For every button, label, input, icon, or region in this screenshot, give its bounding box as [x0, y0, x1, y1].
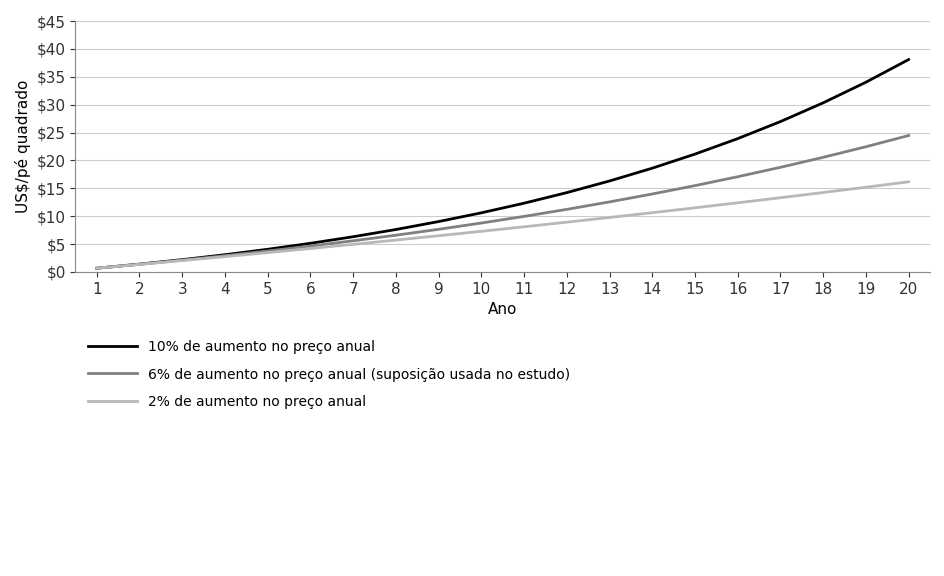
- 6% de aumento no preço anual (suposição usada no estudo): [261, 248, 273, 255]
- 10% de aumento no preço anual: [134, 261, 145, 268]
- 6% de aumento no preço anual (suposição usada no estudo): [902, 132, 914, 139]
- 6% de aumento no preço anual (suposição usada no estudo): [304, 242, 315, 249]
- X-axis label: Ano: Ano: [487, 302, 517, 317]
- 6% de aumento no preço anual (suposição usada no estudo): [390, 232, 401, 238]
- 6% de aumento no preço anual (suposição usada no estudo): [518, 213, 530, 220]
- 2% de aumento no preço anual: [732, 199, 743, 206]
- 10% de aumento no preço anual: [390, 226, 401, 233]
- 10% de aumento no preço anual: [219, 251, 230, 258]
- 10% de aumento no preço anual: [817, 100, 828, 107]
- 6% de aumento no preço anual (suposição usada no estudo): [732, 173, 743, 180]
- 2% de aumento no preço anual: [688, 204, 700, 211]
- 2% de aumento no preço anual: [432, 232, 444, 239]
- 10% de aumento no preço anual: [518, 200, 530, 207]
- 2% de aumento no preço anual: [219, 253, 230, 260]
- Line: 10% de aumento no preço anual: 10% de aumento no preço anual: [96, 59, 908, 268]
- 2% de aumento no preço anual: [817, 189, 828, 196]
- 10% de aumento no preço anual: [603, 177, 615, 184]
- Y-axis label: US$/pé quadrado: US$/pé quadrado: [15, 79, 31, 213]
- 10% de aumento no preço anual: [347, 233, 359, 240]
- 6% de aumento no preço anual (suposição usada no estudo): [347, 237, 359, 244]
- 6% de aumento no preço anual (suposição usada no estudo): [475, 219, 486, 226]
- 2% de aumento no preço anual: [177, 257, 188, 264]
- 10% de aumento no preço anual: [646, 165, 657, 172]
- 6% de aumento no preço anual (suposição usada no estudo): [91, 265, 102, 272]
- 2% de aumento no preço anual: [859, 184, 870, 191]
- 6% de aumento no preço anual (suposição usada no estudo): [688, 182, 700, 189]
- 10% de aumento no preço anual: [902, 56, 914, 63]
- 6% de aumento no preço anual (suposição usada no estudo): [177, 257, 188, 264]
- 2% de aumento no preço anual: [261, 249, 273, 256]
- Line: 6% de aumento no preço anual (suposição usada no estudo): 6% de aumento no preço anual (suposição …: [96, 135, 908, 268]
- 2% de aumento no preço anual: [518, 223, 530, 230]
- 10% de aumento no preço anual: [774, 118, 785, 125]
- 10% de aumento no preço anual: [475, 209, 486, 216]
- 10% de aumento no preço anual: [688, 151, 700, 158]
- 10% de aumento no preço anual: [177, 256, 188, 263]
- 6% de aumento no preço anual (suposição usada no estudo): [774, 164, 785, 170]
- 2% de aumento no preço anual: [304, 245, 315, 252]
- 6% de aumento no preço anual (suposição usada no estudo): [219, 252, 230, 259]
- 2% de aumento no preço anual: [603, 214, 615, 221]
- 6% de aumento no preço anual (suposição usada no estudo): [432, 226, 444, 233]
- 2% de aumento no preço anual: [561, 219, 572, 226]
- 6% de aumento no preço anual (suposição usada no estudo): [134, 261, 145, 268]
- 10% de aumento no preço anual: [261, 246, 273, 253]
- Line: 2% de aumento no preço anual: 2% de aumento no preço anual: [96, 182, 908, 268]
- 2% de aumento no preço anual: [91, 265, 102, 272]
- 10% de aumento no preço anual: [561, 189, 572, 196]
- 10% de aumento no preço anual: [859, 79, 870, 86]
- 2% de aumento no preço anual: [390, 237, 401, 244]
- 10% de aumento no preço anual: [91, 265, 102, 272]
- 10% de aumento no preço anual: [432, 218, 444, 225]
- 2% de aumento no preço anual: [902, 179, 914, 185]
- 6% de aumento no preço anual (suposição usada no estudo): [817, 154, 828, 161]
- 6% de aumento no preço anual (suposição usada no estudo): [603, 199, 615, 206]
- 2% de aumento no preço anual: [347, 241, 359, 248]
- 6% de aumento no preço anual (suposição usada no estudo): [561, 206, 572, 213]
- 10% de aumento no preço anual: [304, 240, 315, 247]
- 6% de aumento no preço anual (suposição usada no estudo): [646, 191, 657, 198]
- 2% de aumento no preço anual: [134, 261, 145, 268]
- 2% de aumento no preço anual: [646, 209, 657, 216]
- 10% de aumento no preço anual: [732, 135, 743, 142]
- Legend: 10% de aumento no preço anual, 6% de aumento no preço anual (suposição usada no : 10% de aumento no preço anual, 6% de aum…: [82, 334, 575, 415]
- 2% de aumento no preço anual: [475, 228, 486, 235]
- 6% de aumento no preço anual (suposição usada no estudo): [859, 143, 870, 150]
- 2% de aumento no preço anual: [774, 194, 785, 201]
